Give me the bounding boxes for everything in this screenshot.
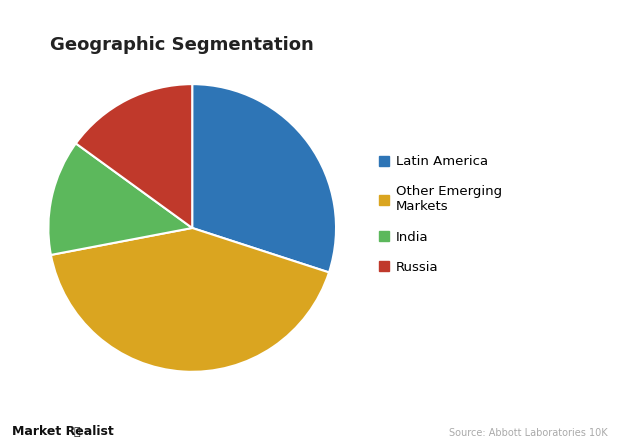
Legend: Latin America, Other Emerging
Markets, India, Russia: Latin America, Other Emerging Markets, I…	[379, 155, 502, 274]
Text: Source: Abbott Laboratories 10K: Source: Abbott Laboratories 10K	[449, 428, 608, 438]
Text: Geographic Segmentation: Geographic Segmentation	[50, 36, 313, 54]
Text: Market Realist: Market Realist	[12, 425, 114, 438]
Wedge shape	[48, 143, 192, 255]
Wedge shape	[192, 84, 336, 272]
Text: Ⓠ: Ⓠ	[73, 427, 80, 437]
Wedge shape	[51, 228, 329, 372]
Wedge shape	[76, 84, 192, 228]
